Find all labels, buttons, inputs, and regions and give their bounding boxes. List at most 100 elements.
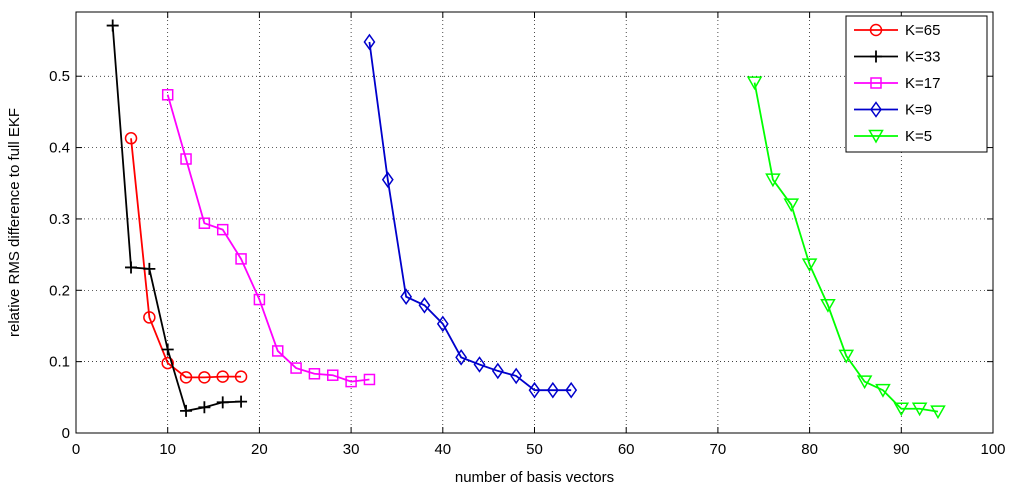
x-tick-label: 40 (434, 441, 451, 458)
y-tick-label: 0.2 (49, 282, 70, 299)
data-point (765, 173, 781, 188)
data-point (198, 371, 211, 384)
series-k-5 (746, 76, 946, 420)
data-point (473, 356, 486, 373)
x-tick-label: 30 (343, 441, 360, 458)
y-tick-label: 0.1 (49, 354, 70, 371)
y-axis-label: relative RMS difference to full EKF (6, 108, 23, 337)
legend-label: K=65 (905, 22, 940, 39)
x-tick-label: 90 (893, 441, 910, 458)
data-point (198, 217, 211, 229)
data-point (746, 76, 763, 91)
data-point (143, 262, 156, 275)
data-point (381, 171, 394, 188)
data-point (870, 101, 882, 118)
data-point (363, 373, 376, 386)
data-point (930, 405, 946, 420)
data-point (216, 370, 229, 383)
data-point (363, 33, 376, 51)
data-point (400, 288, 413, 306)
legend-item: K=17 (854, 75, 940, 92)
legend-item: K=65 (854, 22, 940, 39)
data-point (125, 261, 138, 274)
y-tick-label: 0.4 (49, 140, 70, 157)
data-point (198, 401, 211, 414)
series-layer (106, 19, 946, 420)
data-point (235, 253, 247, 265)
y-tick-label: 0 (62, 425, 70, 442)
series-line (111, 25, 242, 412)
x-tick-label: 0 (72, 441, 80, 458)
data-point (783, 198, 800, 213)
data-point (510, 367, 523, 385)
x-tick-label: 10 (159, 441, 176, 458)
data-point (161, 89, 174, 101)
legend-label: K=17 (905, 75, 940, 92)
series-line (368, 41, 572, 392)
series-k-17 (161, 89, 376, 388)
series-k-33 (106, 19, 248, 417)
data-point (838, 349, 855, 364)
data-point (436, 315, 449, 333)
data-point (106, 19, 119, 32)
x-tick-label: 60 (618, 441, 635, 458)
data-point (546, 381, 559, 399)
data-point (491, 362, 504, 380)
x-axis-label: number of basis vectors (455, 469, 614, 486)
series-k-9 (363, 33, 578, 399)
y-tick-label: 0.3 (49, 211, 70, 228)
series-line (130, 138, 242, 379)
data-point (418, 296, 431, 314)
x-tick-label: 50 (526, 441, 543, 458)
data-point (180, 153, 192, 165)
data-point (161, 343, 174, 356)
data-point (290, 362, 302, 374)
y-tick-label: 0.5 (49, 68, 70, 85)
data-point (216, 223, 229, 236)
data-point (179, 371, 193, 384)
legend-label: K=5 (905, 128, 932, 145)
data-point (180, 404, 193, 417)
data-point (565, 381, 578, 399)
axis-ticks: 0 10 20 30 40 50 60 70 80 90 100 0 0.1 0.2 0.3 0.4 0.5 (49, 12, 1006, 458)
x-tick-label: 20 (251, 441, 268, 458)
grid (76, 12, 993, 433)
data-point (870, 50, 882, 63)
data-point (911, 402, 928, 417)
data-point (271, 345, 284, 357)
data-point (869, 23, 883, 37)
data-point (234, 370, 248, 383)
data-point (893, 402, 910, 417)
data-point (308, 368, 321, 380)
data-point (801, 258, 818, 273)
data-point (235, 395, 248, 408)
data-point (216, 396, 229, 409)
legend: K=65 K=33 K=17 K=9 K=5 (845, 15, 988, 153)
x-tick-label: 70 (710, 441, 727, 458)
legend-label: K=9 (905, 102, 932, 119)
data-point (868, 129, 884, 144)
data-point (253, 293, 266, 306)
data-point (875, 383, 891, 398)
data-point (856, 375, 873, 390)
legend-item: K=5 (854, 128, 932, 145)
legend-box (845, 15, 988, 153)
data-point (124, 132, 138, 145)
legend-item: K=33 (854, 49, 940, 66)
legend-item: K=9 (854, 101, 932, 119)
series-line (166, 94, 370, 383)
x-tick-label: 100 (980, 441, 1005, 458)
data-point (345, 375, 357, 388)
legend-label: K=33 (905, 49, 940, 66)
series-line (753, 82, 939, 413)
data-point (528, 381, 541, 399)
data-point (143, 311, 156, 324)
data-point (820, 299, 836, 313)
data-point (327, 369, 339, 381)
data-point (455, 349, 468, 366)
series-k-65 (124, 132, 248, 384)
data-point (870, 77, 882, 89)
data-point (161, 356, 174, 370)
x-tick-label: 80 (801, 441, 818, 458)
